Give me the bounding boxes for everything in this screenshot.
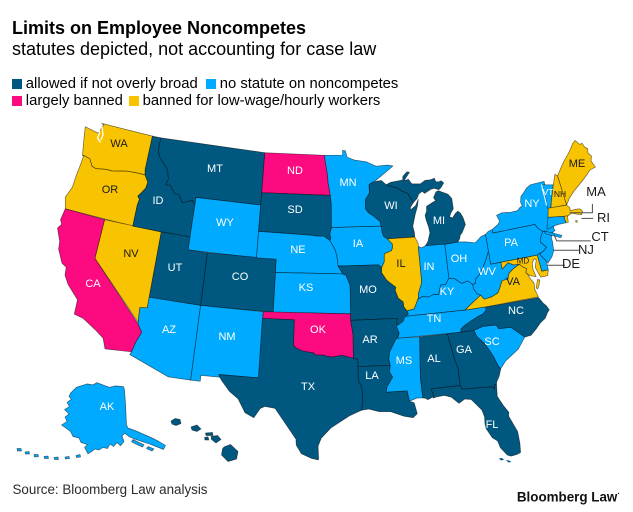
svg-text:CO: CO xyxy=(232,271,249,283)
svg-text:VA: VA xyxy=(506,276,521,288)
svg-text:RI: RI xyxy=(597,210,610,225)
svg-text:CT: CT xyxy=(591,229,608,244)
svg-text:NE: NE xyxy=(290,244,305,256)
svg-text:MA: MA xyxy=(586,184,606,199)
svg-text:AZ: AZ xyxy=(162,324,176,336)
svg-text:NJ: NJ xyxy=(578,242,594,257)
svg-text:NV: NV xyxy=(123,248,139,260)
svg-text:ME: ME xyxy=(569,158,586,170)
svg-text:WY: WY xyxy=(216,217,234,229)
svg-text:OK: OK xyxy=(310,324,327,336)
svg-text:WI: WI xyxy=(384,200,397,212)
svg-text:ID: ID xyxy=(153,195,164,207)
svg-text:VT: VT xyxy=(543,187,554,197)
svg-text:SD: SD xyxy=(287,204,302,216)
svg-text:NM: NM xyxy=(218,331,235,343)
svg-text:LA: LA xyxy=(365,370,379,382)
svg-text:KY: KY xyxy=(440,286,455,298)
svg-text:AL: AL xyxy=(427,353,440,365)
svg-text:AK: AK xyxy=(100,401,115,413)
svg-text:FL: FL xyxy=(486,419,499,431)
svg-text:CA: CA xyxy=(85,278,101,290)
svg-text:OR: OR xyxy=(102,184,119,196)
svg-text:UT: UT xyxy=(168,262,183,274)
svg-text:ND: ND xyxy=(287,165,303,177)
svg-text:IN: IN xyxy=(424,261,435,273)
svg-text:NY: NY xyxy=(524,198,540,210)
svg-text:MO: MO xyxy=(359,284,377,296)
svg-text:NH: NH xyxy=(554,189,566,199)
svg-text:MI: MI xyxy=(433,215,445,227)
svg-text:IL: IL xyxy=(396,258,405,270)
svg-text:MT: MT xyxy=(207,163,223,175)
svg-text:MD: MD xyxy=(517,257,530,266)
svg-text:MS: MS xyxy=(396,355,413,367)
svg-text:TX: TX xyxy=(301,381,316,393)
svg-text:AR: AR xyxy=(362,334,377,346)
svg-text:DE: DE xyxy=(562,256,580,271)
svg-text:KS: KS xyxy=(299,282,314,294)
svg-text:WV: WV xyxy=(478,266,496,278)
svg-text:SC: SC xyxy=(484,336,499,348)
svg-text:WA: WA xyxy=(110,138,128,150)
svg-text:PA: PA xyxy=(504,237,519,249)
svg-text:TN: TN xyxy=(427,313,442,325)
svg-text:NC: NC xyxy=(508,305,524,317)
svg-text:GA: GA xyxy=(456,344,473,356)
svg-text:MN: MN xyxy=(339,177,356,189)
svg-text:OH: OH xyxy=(451,253,468,265)
svg-text:IA: IA xyxy=(353,238,364,250)
